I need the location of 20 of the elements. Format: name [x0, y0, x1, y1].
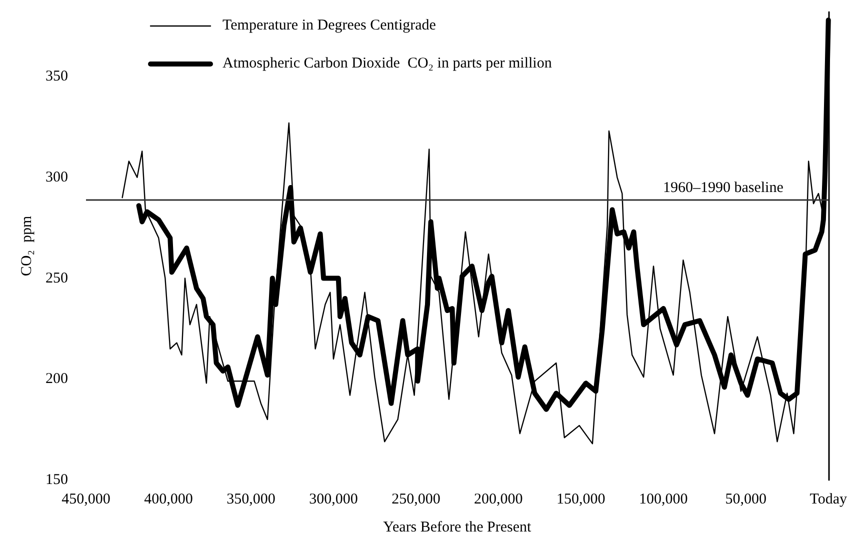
legend-label: Temperature in Degrees Centigrade	[222, 18, 436, 34]
x-tick-label: Today	[810, 492, 848, 508]
y-tick-label: 200	[46, 371, 68, 388]
y-tick-label: 300	[46, 169, 68, 186]
x-tick-label: 250,000	[392, 492, 440, 508]
y-tick-label: 250	[46, 270, 68, 286]
x-tick-label: 300,000	[309, 492, 358, 508]
x-axis-title: Years Before the Present	[383, 520, 532, 536]
x-tick-label: 50,000	[725, 492, 767, 508]
x-tick-label: 200,000	[474, 492, 523, 508]
x-tick-label: 450,000	[62, 492, 110, 508]
y-tick-label: 150	[46, 472, 68, 488]
x-tick-label: 350,000	[226, 492, 276, 508]
x-tick-label: 150,000	[556, 492, 606, 508]
x-tick-label: 100,000	[639, 492, 688, 508]
legend-label: Atmospheric Carbon Dioxide CO₂ in parts per million	[222, 56, 552, 72]
y-axis-title: CO₂ ppm	[19, 216, 36, 276]
y-tick-label: 350	[46, 68, 68, 85]
x-tick-label: 400,000	[144, 492, 193, 508]
ref-line-label: 1960–1990 baseline	[662, 180, 784, 196]
